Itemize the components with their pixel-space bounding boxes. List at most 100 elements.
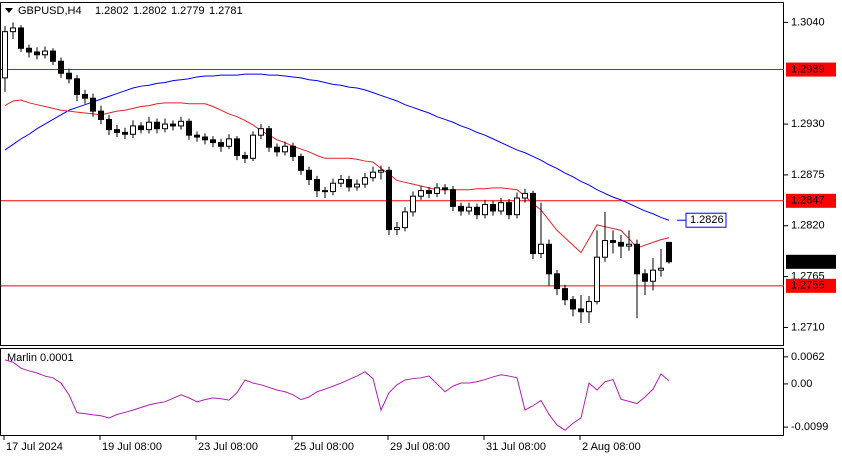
candle-body [354, 183, 360, 188]
candle-body [66, 72, 72, 80]
candle-body [450, 189, 456, 207]
candle-body [10, 27, 16, 33]
candle-body [242, 155, 248, 159]
candle-body [522, 192, 528, 199]
candle-body [618, 241, 624, 247]
ohlc-high: 1.2802 [133, 5, 167, 17]
level-label: 1.2847 [791, 195, 825, 207]
candle-body [434, 187, 440, 194]
x-tick-label: 29 Jul 08:00 [390, 441, 450, 453]
y-tick-label: 1.2930 [791, 118, 825, 130]
candle-body [482, 204, 488, 216]
candle-body [138, 125, 144, 131]
price-panel-frame [0, 2, 784, 346]
candle-body [42, 50, 48, 56]
candle-body [426, 190, 432, 194]
candle-body [314, 179, 320, 192]
x-tick-label: 17 Jul 2024 [6, 441, 63, 453]
candle-body [394, 227, 400, 230]
candle-body [562, 288, 568, 301]
candle-body [250, 134, 256, 159]
candle-body [178, 120, 184, 127]
y-tick-label: 1.3040 [791, 16, 825, 28]
candle-body [50, 50, 56, 62]
candle-body [218, 142, 224, 147]
candle-body [146, 121, 152, 131]
candle-body [266, 128, 272, 148]
candle-body [346, 179, 352, 188]
level-label: 1.2755 [791, 280, 825, 292]
candle-body [546, 243, 552, 275]
candle-body [74, 78, 80, 96]
menu-arrow[interactable] [5, 8, 13, 13]
level-label-box [786, 278, 836, 293]
candle-body [658, 267, 664, 271]
candle-body [442, 187, 448, 191]
y-tick-label: 0.0062 [791, 351, 825, 363]
candle-body [378, 169, 384, 173]
candle-body [498, 202, 504, 212]
ohlc-open: 1.2802 [95, 5, 129, 17]
candle-body [154, 121, 160, 130]
y-tick-label: 1.2820 [791, 220, 825, 232]
candle-body [258, 128, 264, 136]
candle-body [26, 47, 32, 53]
candle-body [338, 179, 344, 184]
candle-body [402, 211, 408, 229]
ohlc-close: 1.2781 [209, 5, 243, 17]
candle-body [530, 192, 536, 254]
candle-body [186, 120, 192, 136]
candle-body [2, 31, 8, 79]
candle-body [586, 301, 592, 313]
candle-body [578, 308, 584, 313]
candle-body [514, 197, 520, 216]
y-tick-label: 0.00 [791, 378, 812, 390]
candle-body [330, 182, 336, 193]
candle-body [506, 202, 512, 216]
y-tick-label: -0.0099 [791, 421, 828, 433]
candle-body [162, 123, 168, 130]
candle-body [130, 125, 136, 135]
candle-body [298, 155, 304, 171]
x-tick-label: 19 Jul 08:00 [102, 441, 162, 453]
candle-body [634, 243, 640, 275]
candle-body [642, 273, 648, 282]
candle-body [666, 241, 672, 263]
candle-body [210, 139, 216, 144]
candle-body [490, 204, 496, 212]
candle-body [458, 205, 464, 212]
ma-label-box [685, 212, 727, 228]
candle-body [234, 138, 240, 157]
candle-body [282, 145, 288, 153]
level-label-box [786, 62, 836, 77]
candle-body [194, 134, 200, 138]
candle-body [170, 123, 176, 127]
candle-body [18, 27, 24, 49]
indicator-line [4, 359, 670, 431]
candle-body [202, 136, 208, 141]
indicator-line [4, 99, 670, 254]
candle-body [538, 243, 544, 254]
indicator-title: Marlin 0.0001 [7, 352, 74, 364]
candle-body [226, 138, 232, 147]
chart-title: GBPUSD,H4 [18, 5, 82, 17]
candle-body [106, 118, 112, 131]
candle-body [362, 177, 368, 185]
x-tick-label: 31 Jul 08:00 [486, 441, 546, 453]
ohlc-low: 1.2779 [171, 5, 205, 17]
candle-body [274, 146, 280, 153]
candle-body [410, 195, 416, 213]
candle-body [82, 94, 88, 99]
ma-label: 1.2826 [690, 214, 724, 226]
candle-body [474, 206, 480, 216]
candle-body [602, 240, 608, 258]
last-price-label: 1.2781 [791, 256, 825, 268]
candle-body [122, 131, 128, 135]
indicator-line [4, 73, 670, 221]
indicator-panel-frame [0, 348, 784, 436]
candle-body [114, 129, 120, 133]
candle-body [594, 256, 600, 303]
x-tick-label: 25 Jul 08:00 [294, 441, 354, 453]
